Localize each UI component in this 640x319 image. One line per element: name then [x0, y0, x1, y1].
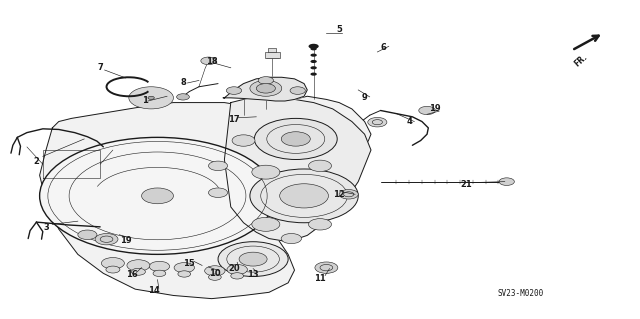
Text: 11: 11	[314, 274, 326, 283]
Circle shape	[310, 66, 317, 69]
Circle shape	[252, 217, 280, 231]
Polygon shape	[40, 96, 371, 299]
Text: 8: 8	[180, 78, 186, 86]
Text: SV23-M0200: SV23-M0200	[497, 289, 544, 298]
Circle shape	[149, 261, 170, 271]
Circle shape	[78, 230, 97, 240]
Circle shape	[232, 135, 255, 146]
Circle shape	[231, 273, 244, 279]
Text: 7: 7	[97, 63, 103, 72]
Circle shape	[209, 188, 228, 197]
Bar	[264, 52, 280, 58]
Text: 16: 16	[126, 271, 138, 279]
Circle shape	[239, 252, 267, 266]
Circle shape	[339, 189, 358, 199]
Polygon shape	[225, 96, 371, 242]
Circle shape	[499, 178, 515, 185]
Circle shape	[201, 57, 216, 65]
Circle shape	[40, 137, 275, 254]
Circle shape	[308, 219, 332, 230]
Circle shape	[227, 264, 247, 275]
Polygon shape	[223, 77, 307, 101]
Text: 21: 21	[461, 180, 472, 189]
Circle shape	[101, 257, 124, 269]
Text: 17: 17	[228, 115, 240, 124]
Circle shape	[280, 184, 328, 208]
Circle shape	[131, 268, 145, 275]
Circle shape	[290, 87, 305, 94]
Circle shape	[106, 266, 120, 273]
Circle shape	[252, 165, 280, 179]
Text: 19: 19	[120, 236, 131, 245]
Circle shape	[282, 132, 310, 146]
Circle shape	[148, 96, 154, 100]
Circle shape	[368, 117, 387, 127]
Circle shape	[153, 270, 166, 277]
Text: 4: 4	[406, 117, 412, 126]
Circle shape	[281, 234, 301, 244]
Circle shape	[178, 271, 191, 277]
Bar	[268, 48, 276, 52]
Text: 1: 1	[142, 97, 148, 106]
Text: 5: 5	[336, 25, 342, 34]
Circle shape	[419, 106, 435, 115]
Circle shape	[141, 188, 173, 204]
Text: 18: 18	[206, 57, 218, 66]
Circle shape	[174, 263, 195, 273]
Circle shape	[310, 72, 317, 76]
Circle shape	[256, 84, 275, 93]
Circle shape	[310, 54, 317, 57]
Text: 10: 10	[209, 269, 221, 278]
Circle shape	[254, 118, 337, 160]
Circle shape	[310, 47, 317, 50]
Circle shape	[209, 274, 221, 280]
Text: 3: 3	[43, 223, 49, 232]
Text: 13: 13	[247, 271, 259, 279]
Circle shape	[127, 260, 150, 271]
Text: 6: 6	[381, 43, 387, 52]
Circle shape	[250, 169, 358, 223]
Circle shape	[218, 242, 288, 277]
Circle shape	[129, 87, 173, 109]
Text: 9: 9	[362, 93, 367, 102]
Circle shape	[315, 262, 338, 273]
Circle shape	[209, 161, 228, 171]
Text: 14: 14	[148, 286, 160, 295]
Text: 2: 2	[33, 157, 40, 166]
Circle shape	[310, 60, 317, 63]
Circle shape	[227, 87, 242, 94]
Text: 12: 12	[333, 190, 345, 199]
Text: 15: 15	[184, 259, 195, 268]
Circle shape	[177, 94, 189, 100]
Text: FR.: FR.	[573, 52, 589, 68]
Circle shape	[250, 80, 282, 96]
Circle shape	[308, 44, 319, 49]
Text: 20: 20	[228, 264, 240, 273]
Text: 19: 19	[429, 104, 440, 113]
Circle shape	[258, 77, 273, 84]
Circle shape	[308, 160, 332, 172]
Circle shape	[95, 234, 118, 245]
Circle shape	[205, 266, 225, 276]
